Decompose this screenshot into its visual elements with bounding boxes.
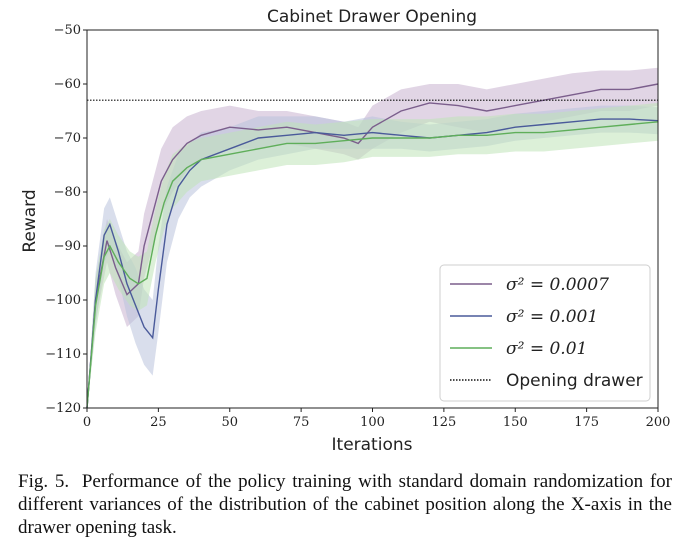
x-tick-label: 50 (221, 415, 238, 430)
x-tick-label: 0 (83, 415, 91, 430)
x-tick-label: 100 (360, 415, 385, 430)
confidence-bands (87, 67, 658, 409)
y-tick-label: −50 (54, 23, 81, 38)
x-tick-label: 25 (150, 415, 167, 430)
legend-label: σ² = 0.01 (506, 339, 587, 359)
y-tick-label: −70 (54, 131, 81, 146)
legend-label: Opening drawer (506, 371, 643, 391)
caption-label: Fig. 5. (18, 471, 70, 492)
x-axis-label: Iterations (332, 435, 413, 455)
y-tick-label: −60 (54, 77, 81, 92)
legend-box (439, 264, 651, 402)
chart-title: Cabinet Drawer Opening (267, 7, 477, 27)
band-series-3 (87, 102, 658, 409)
reward-chart: Cabinet Drawer Opening 0 25 50 75 100 125 150 1… (20, 7, 671, 455)
y-tick-label: −90 (54, 239, 81, 254)
y-axis-label: Reward (20, 189, 40, 252)
x-tick-label: 175 (574, 415, 599, 430)
legend-label: σ² = 0.0007 (506, 275, 609, 295)
line-series-3 (86, 121, 659, 409)
x-tick-label: 125 (431, 415, 456, 430)
series-lines (86, 83, 659, 409)
x-tick-label: 75 (293, 415, 310, 430)
x-axis-ticks: 0 25 50 75 100 125 150 175 200 (83, 408, 671, 430)
legend-label: σ² = 0.001 (506, 307, 598, 327)
line-series-2 (86, 118, 659, 409)
legend: σ² = 0.0007 σ² = 0.001 σ² = 0.01 Opening dr… (439, 264, 651, 402)
line-series-1 (86, 83, 659, 409)
y-tick-label: −110 (45, 347, 81, 362)
x-tick-label: 150 (503, 415, 528, 430)
x-tick-label: 200 (646, 415, 671, 430)
y-tick-label: −100 (45, 293, 81, 308)
y-axis-ticks: −120 −110 −100 −90 −80 −70 −60 −50 (45, 23, 87, 416)
caption-text: Performance of the policy training with … (18, 471, 673, 538)
y-tick-label: −120 (45, 401, 81, 416)
y-tick-label: −80 (54, 185, 81, 200)
figure-caption: Fig. 5. Performance of the policy traini… (18, 470, 672, 539)
